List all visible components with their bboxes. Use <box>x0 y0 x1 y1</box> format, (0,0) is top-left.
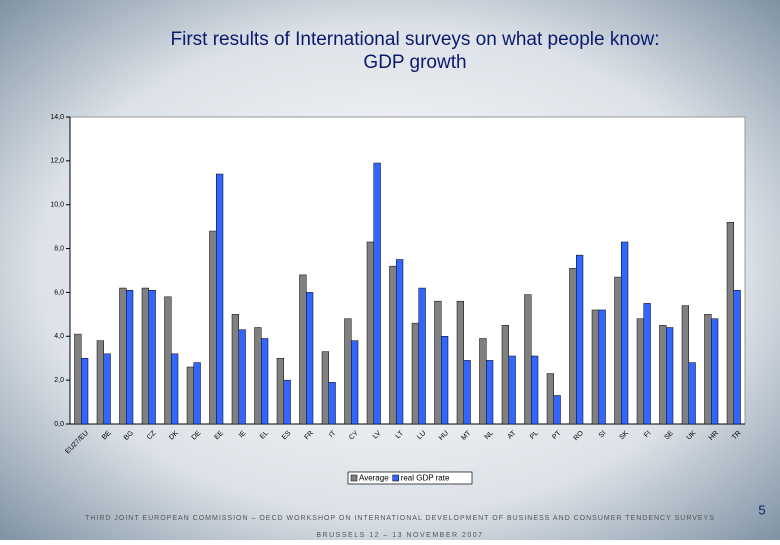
x-tick-label: SK <box>618 430 630 442</box>
x-tick-label: EL <box>259 430 270 441</box>
bar <box>688 362 696 425</box>
bar <box>373 162 381 425</box>
y-tick-label: 8,0 <box>54 245 64 252</box>
bar <box>531 355 539 425</box>
legend-box <box>347 471 473 485</box>
bar <box>576 254 584 425</box>
page-number: 5 <box>758 502 765 517</box>
bar <box>81 357 89 425</box>
y-tick-label: 12,0 <box>50 158 64 165</box>
bar <box>643 303 651 425</box>
y-tick-label: 14,0 <box>50 114 64 121</box>
x-tick-label: PT <box>551 429 563 441</box>
bar <box>501 325 509 425</box>
bar <box>389 265 397 425</box>
x-tick-label: LT <box>395 429 406 440</box>
bar <box>524 294 532 425</box>
bar <box>479 338 487 425</box>
bar <box>614 276 622 425</box>
x-tick-label: SE <box>663 430 675 442</box>
x-tick-label: IE <box>238 430 248 440</box>
bar <box>711 318 719 425</box>
bar <box>141 287 149 425</box>
bar <box>186 366 194 425</box>
bar <box>569 268 577 425</box>
bar <box>726 222 734 425</box>
bar <box>171 353 179 425</box>
bar <box>321 351 329 425</box>
bar <box>681 305 689 425</box>
bar <box>366 241 374 425</box>
y-tick-label: 0,0 <box>54 421 64 428</box>
bar <box>486 360 494 425</box>
bar <box>553 395 561 425</box>
x-tick-label: ES <box>281 430 293 442</box>
bar <box>231 314 239 425</box>
y-tick-label: 2,0 <box>54 377 64 384</box>
bar <box>621 241 629 425</box>
y-tick-label: 4,0 <box>54 333 64 340</box>
bar <box>254 327 262 425</box>
bar <box>283 379 291 425</box>
bar <box>299 274 307 425</box>
bar <box>74 333 82 425</box>
x-tick-label: LV <box>372 430 383 441</box>
bar <box>598 309 606 425</box>
bar <box>666 327 674 425</box>
bar <box>351 340 359 425</box>
chart-title: GDP growth <box>363 52 466 73</box>
bar <box>328 382 336 425</box>
bar <box>216 173 224 425</box>
bar <box>508 355 516 425</box>
x-tick-label: IT <box>328 429 338 439</box>
footer: THIRD JOINT EUROPEAN COMMISSION – OECD W… <box>85 515 715 522</box>
x-tick-label: FI <box>643 430 652 439</box>
bar <box>193 362 201 425</box>
bar <box>119 287 127 425</box>
legend-label: real GDP rate <box>401 474 450 483</box>
x-tick-label: BE <box>101 430 113 442</box>
bar <box>209 230 217 425</box>
x-tick-label: SI <box>598 430 608 440</box>
bar <box>164 296 172 425</box>
bar <box>659 325 667 425</box>
bar <box>434 300 442 425</box>
y-tick-label: 10,0 <box>50 202 64 209</box>
y-tick-label: 6,0 <box>54 289 64 296</box>
bar <box>96 340 104 425</box>
bar <box>411 322 419 425</box>
bar <box>396 259 404 425</box>
x-tick-label: LU <box>416 430 427 441</box>
x-tick-label: PL <box>529 430 540 441</box>
bar <box>591 309 599 425</box>
bar <box>733 289 741 425</box>
legend-swatch <box>350 474 358 482</box>
bar <box>276 357 284 425</box>
bar <box>344 318 352 425</box>
bar <box>418 287 426 425</box>
bar <box>306 292 314 425</box>
bar <box>636 318 644 425</box>
bar <box>148 289 156 425</box>
bar <box>441 336 449 425</box>
x-tick-label: FR <box>303 430 315 442</box>
bar <box>463 360 471 425</box>
bar <box>546 373 554 425</box>
x-tick-label: NL <box>484 430 495 441</box>
bar <box>456 300 464 425</box>
bar <box>126 289 134 425</box>
legend-label: Average <box>359 474 389 483</box>
legend-swatch <box>392 474 399 482</box>
chart-title: First results of International surveys o… <box>171 29 660 50</box>
x-tick-label: EE <box>213 430 225 442</box>
bar <box>704 314 712 425</box>
bar <box>261 338 269 425</box>
bar <box>103 353 111 425</box>
bar <box>238 329 246 425</box>
x-tick-label: TR <box>731 430 743 442</box>
x-tick-label: AT <box>507 429 518 440</box>
footer: BRUSSELS 12 – 13 NOVEMBER 2007 <box>316 532 483 539</box>
plot-area <box>69 116 746 425</box>
